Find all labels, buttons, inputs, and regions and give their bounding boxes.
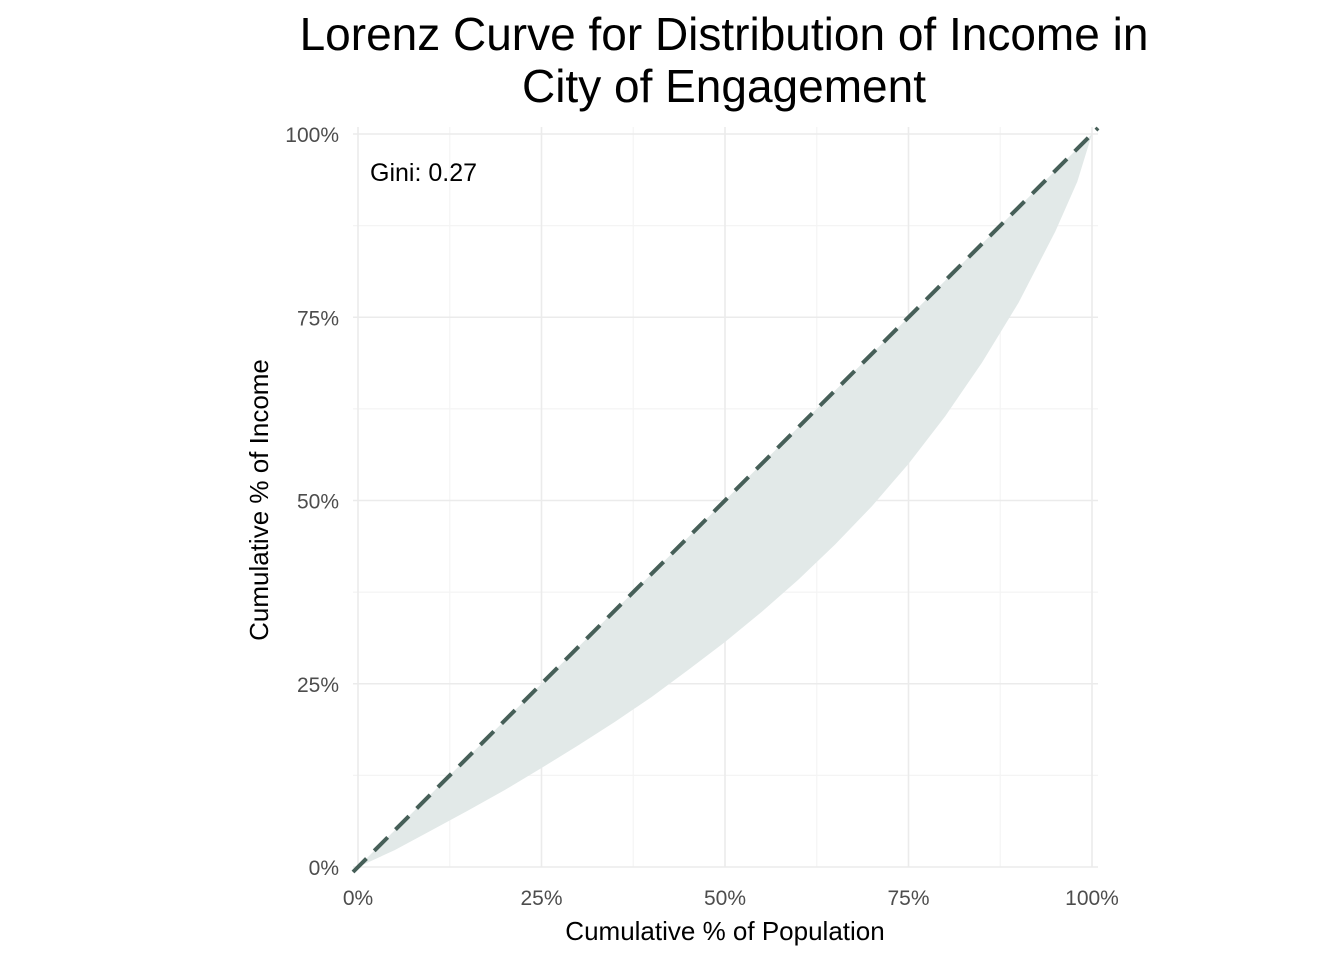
x-tick-label-1: 25% bbox=[520, 887, 562, 910]
x-tick-label-4: 100% bbox=[1065, 887, 1119, 910]
chart-title-line-2: City of Engagement bbox=[521, 60, 926, 112]
gini-annotation: Gini: 0.27 bbox=[370, 159, 477, 187]
y-tick-labels: 0% 25% 50% 75% 100% bbox=[285, 124, 339, 880]
x-tick-label-3: 75% bbox=[887, 887, 929, 910]
chart-title: Lorenz Curve for Distribution of Income … bbox=[224, 8, 1224, 112]
y-tick-label-0: 0% bbox=[309, 857, 339, 880]
x-tick-label-0: 0% bbox=[343, 887, 373, 910]
y-axis-label: Cumulative % of Income bbox=[244, 359, 274, 641]
y-tick-label-2: 50% bbox=[297, 491, 339, 514]
chart-title-line-1: Lorenz Curve for Distribution of Income … bbox=[299, 8, 1149, 60]
x-tick-labels: 0% 25% 50% 75% 100% bbox=[343, 887, 1119, 910]
major-grid bbox=[353, 127, 1098, 868]
y-tick-label-4: 100% bbox=[285, 124, 339, 147]
x-tick-label-2: 50% bbox=[704, 887, 746, 910]
y-tick-label-1: 25% bbox=[297, 674, 339, 697]
y-tick-label-3: 75% bbox=[297, 307, 339, 330]
equality-line bbox=[351, 126, 1100, 874]
x-axis-label: Cumulative % of Population bbox=[565, 916, 884, 946]
